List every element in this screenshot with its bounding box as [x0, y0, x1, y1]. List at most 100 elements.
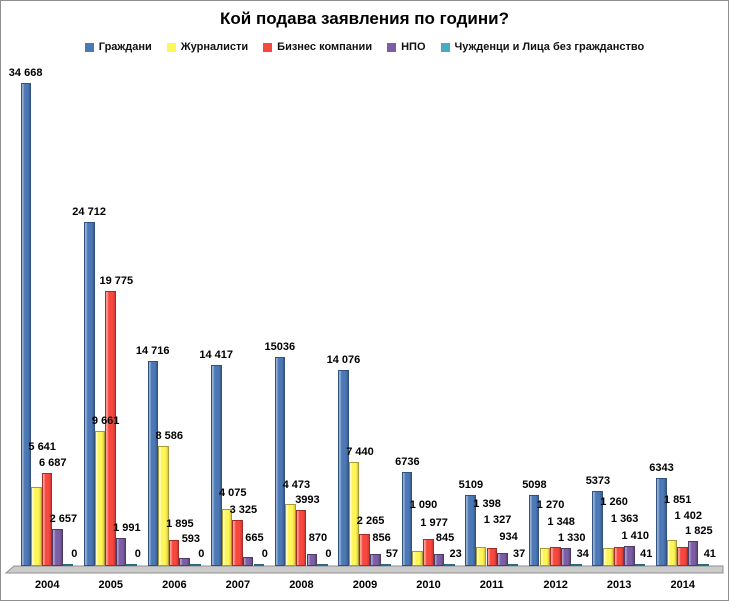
x-tick-label-2008: 2008	[289, 579, 314, 591]
bar-s3-2008	[306, 553, 318, 566]
x-tick-label-2013: 2013	[606, 579, 632, 591]
bar-s0-2008	[274, 356, 286, 566]
value-label-s0-2010: 6736	[395, 456, 420, 469]
x-tick-label-2010: 2010	[416, 579, 441, 591]
bar-s4-2009	[380, 564, 392, 566]
bar-s2-2005	[105, 290, 116, 566]
bar-s2-2009	[359, 534, 370, 566]
value-label-s0-2006: 14 716	[135, 345, 170, 357]
legend-label: Чужденци и Лица без гражданство	[454, 41, 645, 53]
bar-s0-2011	[465, 494, 476, 566]
value-label-s4-2004: 0	[71, 548, 78, 560]
value-label-s1-2005: 9 661	[91, 415, 120, 428]
legend-swatch-icon	[166, 42, 176, 52]
value-label-s2-2004: 6 687	[39, 456, 67, 469]
bar-s3-2010	[433, 554, 445, 566]
bar-s1-2010	[412, 550, 423, 566]
bar-s0-2004	[20, 83, 32, 566]
legend: Граждани Журналисти Бизнес компании НПО Чужд…	[1, 41, 728, 53]
bar-s0-2012	[528, 495, 540, 566]
bar-s0-2013	[592, 491, 603, 566]
value-label-s2-2005: 19 775	[99, 274, 134, 287]
bar-s1-2004	[31, 487, 42, 566]
bar-s3-2007	[242, 556, 254, 566]
value-label-s1-2007: 4 075	[219, 487, 247, 500]
bar-s4-2005	[126, 564, 137, 566]
x-tick-label-2007: 2007	[225, 579, 251, 591]
value-label-s3-2013: 1 410	[621, 530, 650, 543]
legend-swatch-icon	[84, 42, 94, 52]
value-label-s1-2004: 5 641	[28, 441, 56, 454]
bar-s0-2009	[338, 369, 349, 566]
value-label-s4-2007: 0	[261, 548, 268, 560]
value-label-s2-2006: 1 895	[166, 517, 194, 530]
value-label-s2-2012: 1 348	[547, 516, 575, 529]
value-label-s0-2011: 5109	[458, 478, 484, 491]
bar-s4-2004	[62, 564, 74, 566]
bar-s2-2012	[550, 547, 561, 566]
value-label-s4-2010: 23	[449, 548, 462, 560]
value-label-s4-2006: 0	[198, 548, 205, 560]
legend-label: НПО	[401, 41, 426, 53]
legend-label: Бизнес компании	[277, 41, 373, 53]
value-label-s1-2008: 4 473	[282, 478, 311, 491]
bar-s4-2013	[634, 564, 646, 566]
value-label-s1-2013: 1 260	[600, 496, 628, 509]
value-label-s2-2014: 1 402	[674, 509, 703, 522]
bar-s3-2009	[370, 554, 381, 566]
value-label-s2-2009: 2 265	[356, 515, 385, 528]
legend-item-s2: Бизнес компании	[263, 41, 372, 53]
bar-s2-2011	[486, 547, 498, 566]
legend-label: Граждани	[98, 41, 152, 53]
bar-s1-2006	[158, 446, 169, 566]
bar-s4-2010	[444, 564, 455, 566]
bar-s3-2011	[497, 553, 508, 566]
value-label-s0-2004: 34 668	[8, 67, 43, 79]
bar-s4-2014	[698, 564, 709, 566]
bar-s3-2006	[179, 557, 190, 566]
value-label-s0-2005: 24 712	[72, 205, 106, 218]
value-label-s3-2006: 593	[181, 532, 201, 545]
value-label-s0-2008: 15036	[264, 340, 296, 353]
value-label-s3-2014: 1 825	[685, 524, 713, 537]
bar-s0-2006	[147, 361, 159, 566]
bar-s0-2005	[84, 221, 95, 566]
value-label-s0-2007: 14 417	[199, 349, 234, 362]
legend-item-s1: Журналисти	[166, 41, 249, 53]
value-label-s3-2007: 665	[245, 531, 264, 544]
bar-s4-2006	[190, 564, 201, 566]
value-label-s4-2005: 0	[134, 548, 141, 560]
bar-s4-2012	[571, 564, 582, 566]
value-label-s4-2014: 41	[703, 548, 716, 560]
value-label-s3-2009: 856	[372, 532, 391, 545]
bar-s3-2005	[115, 538, 127, 566]
legend-swatch-icon	[387, 42, 397, 52]
value-label-s1-2011: 1 398	[473, 497, 501, 510]
x-tick-label-2012: 2012	[543, 579, 568, 591]
value-label-s4-2009: 57	[385, 548, 399, 560]
bar-s1-2012	[539, 548, 551, 566]
value-label-s2-2007: 3 325	[229, 503, 258, 516]
bar-s1-2014	[666, 540, 678, 566]
value-label-s3-2008: 870	[308, 531, 328, 544]
bar-s4-2007	[253, 564, 265, 566]
legend-label: Журналисти	[180, 41, 249, 53]
value-label-s4-2011: 37	[513, 548, 526, 560]
value-label-s3-2011: 934	[499, 531, 518, 543]
bar-s4-2008	[317, 564, 328, 566]
value-label-s3-2004: 2 657	[49, 513, 78, 525]
value-label-s1-2014: 1 851	[663, 494, 692, 507]
legend-swatch-icon	[263, 42, 273, 52]
value-label-s2-2013: 1 363	[610, 513, 639, 525]
bar-s0-2014	[656, 477, 667, 566]
bar-s2-2004	[41, 472, 53, 566]
bar-s0-2007	[211, 365, 222, 566]
legend-swatch-icon	[440, 42, 450, 52]
bar-s2-2013	[613, 547, 625, 566]
value-label-s0-2014: 6343	[649, 461, 674, 474]
chart-title: Кой подава заявления по години?	[220, 9, 509, 28]
bar-s2-2007	[232, 519, 243, 566]
x-tick-label-2014: 2014	[670, 579, 695, 591]
